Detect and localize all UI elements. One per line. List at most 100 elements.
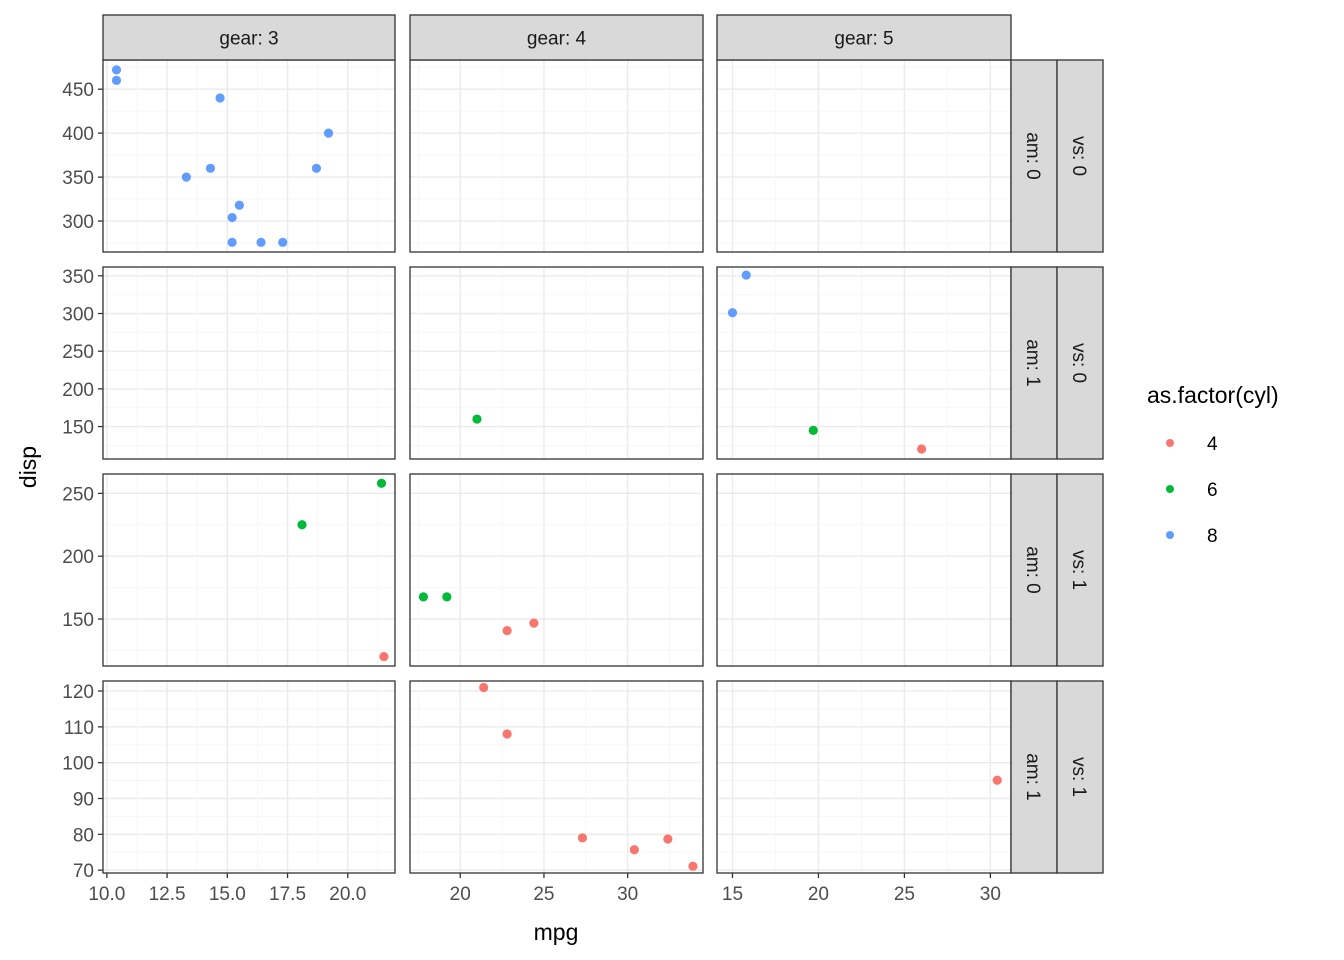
legend: as.factor(cyl) 4 6 8 [1147, 382, 1279, 547]
y-tick-label: 200 [62, 380, 94, 401]
panel-background [717, 60, 1011, 252]
y-tick-label: 90 [73, 789, 94, 810]
data-point-cyl-6 [376, 478, 387, 488]
column-strip [102, 14, 396, 61]
data-point-cyl-6 [808, 425, 818, 435]
facet-panel [102, 266, 396, 460]
column-strip [409, 14, 704, 61]
row-strip-am [1010, 680, 1058, 874]
legend-label: 4 [1207, 434, 1218, 455]
x-tick-label: 15 [722, 884, 743, 905]
data-point-cyl-4 [479, 682, 489, 693]
row-strip-am [1010, 59, 1058, 253]
facet-panel [716, 266, 1012, 460]
data-point-cyl-4 [688, 861, 698, 871]
data-point-cyl-8 [227, 237, 237, 247]
facet-panel [102, 473, 396, 667]
panel-background [410, 60, 703, 252]
x-tick-label: 20 [450, 884, 471, 905]
panel-background [717, 681, 1011, 873]
data-points [111, 65, 1002, 871]
x-axes: 10.0 12.5 15.0 17.5 20.0 20 25 30 15 20 25 30 [88, 873, 1001, 905]
x-tick-label: 17.5 [269, 884, 306, 905]
data-point-cyl-8 [727, 308, 738, 318]
row-strip-am [1010, 266, 1058, 460]
x-tick-label: 30 [617, 884, 638, 905]
column-strip [716, 14, 1012, 61]
y-tick-label: 150 [62, 610, 94, 631]
data-point-cyl-4 [916, 444, 927, 454]
data-point-cyl-6 [418, 592, 428, 602]
x-tick-label: 30 [980, 884, 1001, 905]
row-strip-label-vs: vs: 1 [1068, 550, 1089, 590]
data-point-cyl-8 [227, 212, 237, 223]
facet-panel [102, 59, 396, 253]
y-tick-label: 200 [62, 547, 94, 568]
row-strip-label-am: am: 0 [1022, 132, 1043, 180]
x-tick-label: 20 [808, 884, 829, 905]
row-strip-label-am: am: 0 [1022, 546, 1043, 594]
panel-border [409, 680, 704, 874]
facet-panel [716, 473, 1012, 667]
y-tick-label: 250 [62, 342, 94, 363]
data-point-cyl-8 [256, 237, 266, 247]
facet-panel [409, 266, 704, 460]
data-point-cyl-8 [278, 237, 288, 247]
y-tick-label: 250 [62, 484, 94, 505]
row-strips: am: 0 vs: 0 am: 1 vs: 0 am: 0 vs: 1 am: 1 vs: 1 [1010, 59, 1104, 874]
panel-border [102, 680, 396, 874]
data-point-cyl-6 [297, 520, 307, 530]
panel-background [103, 267, 395, 459]
data-point-cyl-8 [215, 93, 225, 103]
data-point-cyl-8 [741, 270, 751, 280]
x-tick-label: 15.0 [209, 884, 246, 905]
data-point-cyl-8 [234, 200, 244, 210]
row-strip-vs [1056, 59, 1104, 253]
facet-panel [716, 680, 1012, 874]
panel-background [717, 474, 1011, 666]
data-point-cyl-6 [472, 414, 482, 424]
data-point-cyl-4 [529, 618, 539, 628]
row-strip-vs [1056, 266, 1104, 460]
facet-panel [102, 680, 396, 874]
data-point-cyl-4 [992, 775, 1002, 785]
x-axis-title: mpg [534, 919, 579, 945]
legend-label: 8 [1207, 526, 1218, 547]
panel-border [102, 473, 396, 667]
data-point-cyl-4 [502, 625, 512, 636]
panel-background [410, 267, 703, 459]
y-axes: 300 350 400 450 150 200 250 300 350 150 200 250 70 80… [62, 80, 103, 882]
data-point-cyl-4 [379, 651, 389, 662]
row-strip-label-am: am: 1 [1022, 339, 1043, 387]
panel-background [103, 60, 395, 252]
row-strip-vs [1056, 473, 1104, 667]
panel-background [410, 681, 703, 873]
facet-panel [409, 473, 704, 667]
data-point-cyl-4 [663, 834, 673, 844]
row-strip-am [1010, 473, 1058, 667]
x-tick-label: 10.0 [88, 884, 125, 905]
y-tick-label: 350 [62, 168, 94, 189]
data-point-cyl-4 [502, 729, 512, 739]
column-strip-label: gear: 5 [834, 29, 893, 50]
y-tick-label: 400 [62, 124, 94, 145]
data-point-cyl-8 [111, 65, 122, 75]
legend-title: as.factor(cyl) [1147, 382, 1279, 408]
panel-border [409, 473, 704, 667]
y-tick-label: 120 [62, 682, 94, 703]
data-point-cyl-8 [181, 172, 191, 182]
row-strip-label-vs: vs: 0 [1068, 136, 1089, 176]
legend-items: 4 6 8 [1166, 434, 1218, 547]
y-tick-label: 100 [62, 754, 94, 775]
legend-key [1166, 531, 1174, 539]
y-tick-label: 450 [62, 80, 94, 101]
row-strip-vs [1056, 680, 1104, 874]
data-point-cyl-4 [577, 833, 588, 843]
x-tick-label: 20.0 [329, 884, 366, 905]
legend-key [1166, 439, 1174, 447]
y-tick-label: 300 [62, 212, 94, 233]
data-point-cyl-8 [205, 163, 216, 173]
data-point-cyl-8 [311, 163, 322, 173]
y-tick-label: 350 [62, 267, 94, 288]
